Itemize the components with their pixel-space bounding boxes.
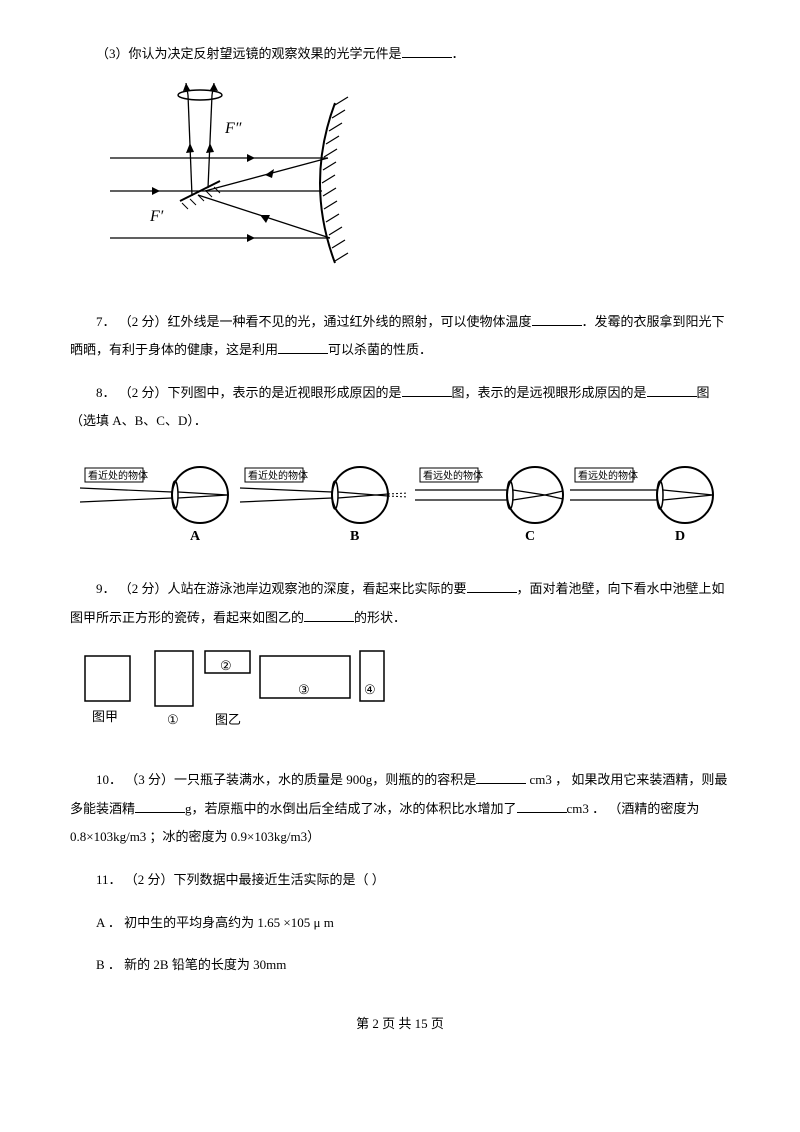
question-8: 8． （2 分）下列图中，表示的是近视眼形成原因的是 图，表示的是远视眼形成原因的…	[70, 379, 730, 436]
eye-label-A: 看近处的物体	[88, 469, 148, 482]
q10-p3: g，若原瓶中的水倒出后全结成了冰，冰的体积比水增加了	[185, 801, 517, 816]
q8-mid: 图，表示的是远视眼形成原因的是	[452, 385, 647, 400]
question-11-opt-a: A ． 初中生的平均身高约为 1.65 ×105 μ m	[70, 909, 730, 938]
question-11-opt-b: B ． 新的 2B 铅笔的长度为 30mm	[70, 951, 730, 980]
q9-suffix: 的形状．	[354, 610, 406, 625]
question-7: 7． （2 分）红外线是一种看不见的光，通过红外线的照射，可以使物体温度．发霉的…	[70, 308, 730, 365]
tile-label-3: ③	[298, 682, 310, 697]
q10-p1: 10． （3 分）一只瓶子装满水，水的质量是 900g，则瓶的的容积是	[96, 772, 476, 787]
tile-label-1: ①	[167, 712, 179, 727]
q10-blank3	[517, 799, 567, 813]
q6-3-blank	[402, 44, 452, 58]
question-10: 10． （3 分）一只瓶子装满水，水的质量是 900g，则瓶的的容积是 cm3 …	[70, 766, 730, 852]
footer-text: 第 2 页 共 15 页	[356, 1016, 444, 1031]
q7-blank1	[532, 312, 582, 326]
q6-3-prefix: （3）你认为决定反射望远镜的观察效果的光学元件是	[96, 46, 402, 61]
q8-prefix: 8． （2 分）下列图中，表示的是近视眼形成原因的是	[96, 385, 402, 400]
eye-letter-D: D	[675, 529, 685, 544]
question-11-stem: 11． （2 分）下列数据中最接近生活实际的是（ ）	[70, 866, 730, 895]
eye-letter-B: B	[350, 529, 359, 544]
eye-label-B: 看近处的物体	[248, 469, 308, 482]
q8-blank2	[647, 383, 697, 397]
q8-blank1	[402, 383, 452, 397]
eye-label-C: 看远处的物体	[423, 469, 483, 482]
tile-label-2: ②	[220, 658, 232, 673]
q7-suffix: 可以杀菌的性质．	[328, 342, 432, 357]
q10-blank1	[476, 770, 526, 784]
tile-label-4: ④	[364, 682, 376, 697]
eye-letter-A: A	[190, 529, 201, 544]
tile-label-yi: 图乙	[215, 712, 241, 727]
eye-letter-C: C	[525, 529, 535, 544]
q7-prefix: 7． （2 分）红外线是一种看不见的光，通过红外线的照射，可以使物体温度	[96, 314, 532, 329]
q9-prefix: 9． （2 分）人站在游泳池岸边观察池的深度，看起来比实际的要	[96, 581, 467, 596]
figure-telescope: F″ F′	[110, 83, 730, 283]
label-F-top: F″	[224, 120, 242, 137]
figure-eyes: 看近处的物体 A 看近处的物体	[80, 450, 730, 550]
q11-optB: B ． 新的 2B 铅笔的长度为 30mm	[96, 957, 286, 972]
q11-stem: 11． （2 分）下列数据中最接近生活实际的是（ ）	[96, 872, 385, 887]
question-6-part-3: （3）你认为决定反射望远镜的观察效果的光学元件是 ．	[70, 40, 730, 69]
q10-blank2	[135, 799, 185, 813]
figure-tiles: 图甲 ① ② 图乙 ③ ④	[80, 646, 730, 741]
q9-blank1	[467, 579, 517, 593]
question-9: 9． （2 分）人站在游泳池岸边观察池的深度，看起来比实际的要，面对着池壁，向下…	[70, 575, 730, 632]
q6-3-suffix: ．	[452, 46, 465, 61]
page-footer: 第 2 页 共 15 页	[70, 1010, 730, 1039]
tile-label-jia: 图甲	[92, 709, 118, 724]
q11-optA: A ． 初中生的平均身高约为 1.65 ×105 μ m	[96, 915, 334, 930]
label-F-bottom: F′	[149, 208, 164, 225]
q9-blank2	[304, 608, 354, 622]
q7-blank2	[278, 340, 328, 354]
eye-label-D: 看远处的物体	[578, 469, 638, 482]
